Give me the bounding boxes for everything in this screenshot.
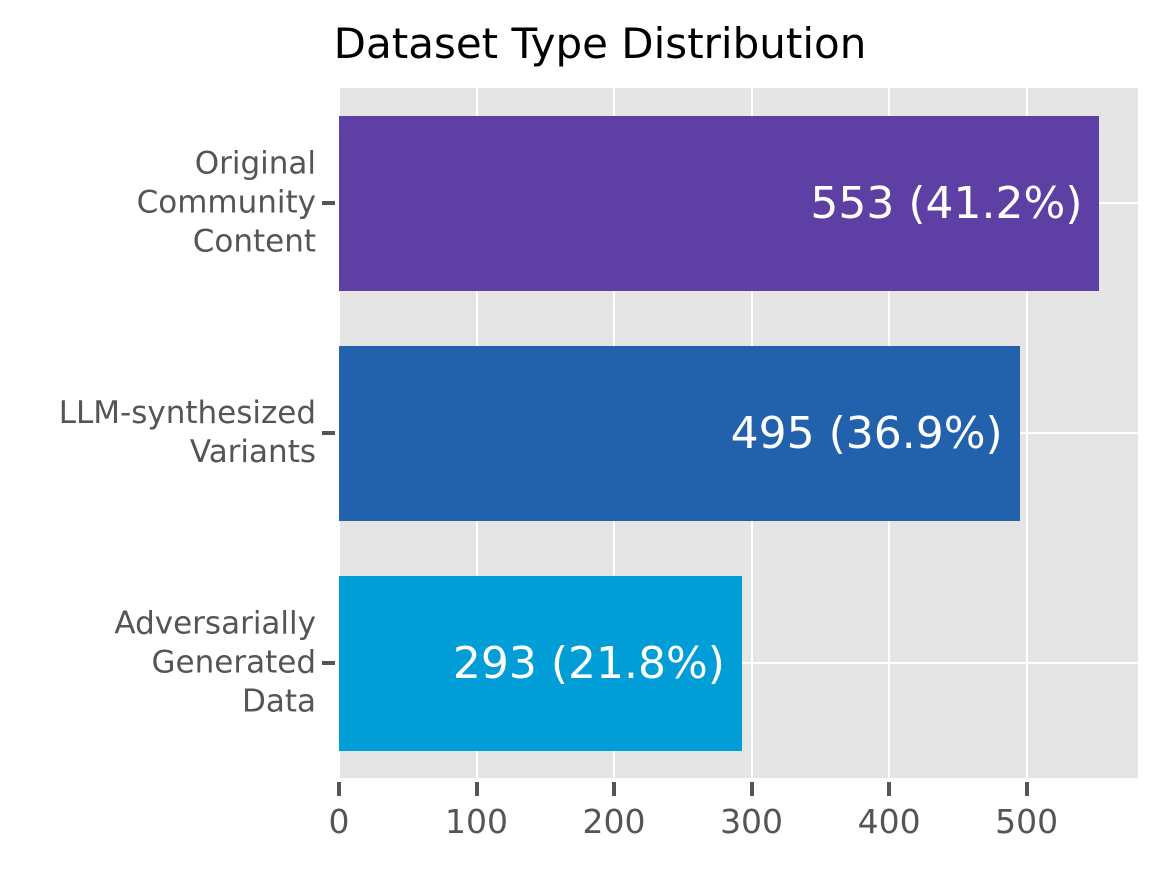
x-tick-mark bbox=[887, 782, 892, 796]
y-tick-mark bbox=[322, 431, 335, 435]
x-tick-mark bbox=[1024, 782, 1029, 796]
bar: 553 (41.2%) bbox=[339, 115, 1100, 291]
bar: 495 (36.9%) bbox=[339, 345, 1020, 521]
y-tick-mark bbox=[322, 661, 335, 665]
bar-value-label: 293 (21.8%) bbox=[452, 637, 725, 689]
category-label-line: Generated bbox=[151, 644, 316, 681]
chart-title: Dataset Type Distribution bbox=[333, 19, 867, 68]
bar: 293 (21.8%) bbox=[339, 575, 742, 751]
category-label-line: Content bbox=[192, 223, 316, 260]
x-tick-label: 300 bbox=[720, 802, 784, 841]
category-label: LLM-synthesized Variants bbox=[0, 394, 316, 472]
category-label-line: Adversarially bbox=[114, 605, 316, 642]
category-label: Original Community Content bbox=[0, 145, 316, 262]
category-label-line: Variants bbox=[189, 434, 316, 470]
x-tick-label: 400 bbox=[857, 802, 921, 841]
x-tick-label: 200 bbox=[582, 802, 646, 841]
bar-value-label: 553 (41.2%) bbox=[810, 177, 1083, 229]
x-tick-label: 100 bbox=[445, 802, 509, 841]
category-label-line: LLM-synthesized bbox=[58, 395, 316, 431]
x-tick-mark bbox=[749, 782, 754, 796]
plot-area: 553 (41.2%) 495 (36.9%) 293 (21.8%) bbox=[338, 88, 1138, 778]
x-tick-label: 0 bbox=[328, 802, 350, 841]
x-tick-label: 500 bbox=[995, 802, 1059, 841]
x-tick-mark bbox=[337, 782, 341, 796]
category-label-line: Data bbox=[241, 683, 316, 720]
y-tick-mark bbox=[322, 201, 335, 205]
x-tick-mark bbox=[474, 782, 479, 796]
category-label: Adversarially Generated Data bbox=[0, 605, 316, 722]
category-label-line: Original bbox=[194, 145, 316, 182]
x-tick-mark bbox=[612, 782, 617, 796]
bar-value-label: 495 (36.9%) bbox=[730, 407, 1003, 459]
category-label-line: Community bbox=[136, 184, 316, 221]
